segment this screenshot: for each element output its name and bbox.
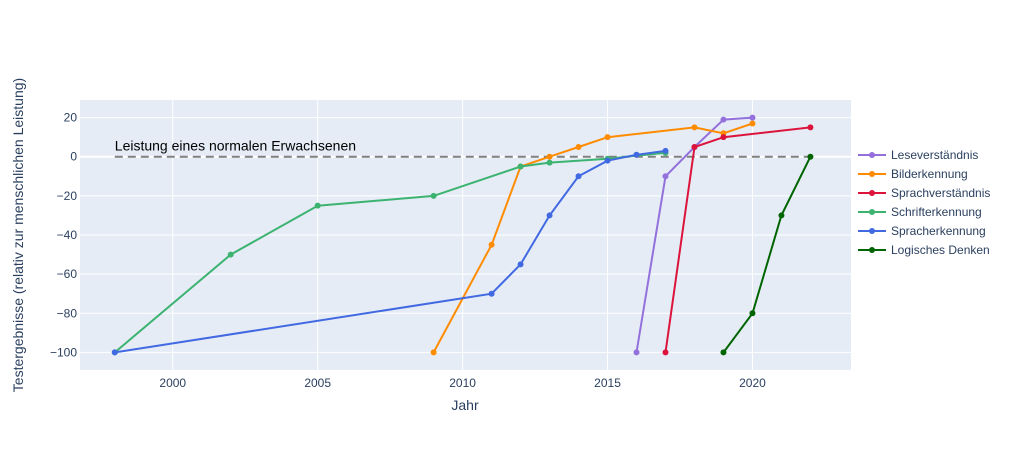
y-tick-label: −40 [57,228,78,242]
series-sprachverst-ndnis [662,124,814,356]
data-point [546,212,553,219]
legend-label: Spracherkennung [891,224,986,238]
y-tick-label: 0 [70,150,77,164]
data-point [633,349,640,356]
data-point [546,153,553,160]
data-point [720,349,727,356]
tick-labels: 2000 2005 2010 2015 2020 −100 −80 −60 −40 −20 0 20 [50,111,766,390]
data-point [749,310,756,317]
legend-item: Leseverständnis [858,148,978,162]
legend-item: Spracherkennung [858,224,986,238]
series-layer [111,114,814,356]
data-point [778,212,785,219]
y-tick-label: −80 [57,306,78,320]
data-point [430,192,437,199]
data-point [749,120,756,127]
legend-swatch-marker [869,209,875,215]
series-line [114,151,666,354]
data-point [662,349,669,356]
legend-item: Logisches Denken [858,243,990,257]
data-point [749,114,756,121]
data-point [488,241,495,248]
y-tick-label: −20 [57,189,78,203]
legend-label: Logisches Denken [891,243,990,257]
data-point [111,349,118,356]
data-point [604,157,611,164]
legend-label: Schrifterkennung [891,205,982,219]
data-point [662,173,669,180]
data-point [604,134,611,141]
x-tick-label: 2000 [159,376,186,390]
legend-item: Schrifterkennung [858,205,982,219]
data-point [807,153,814,160]
data-point [691,143,698,150]
series-logisches-denken [720,153,814,356]
legend: Leseverständnis Bilderkennung Sprachverstä… [858,148,990,257]
y-tick-label: −100 [50,345,77,359]
data-point [488,290,495,297]
data-point [807,124,814,131]
data-point [517,163,524,170]
legend-swatch-marker [869,247,875,253]
data-point [720,134,727,141]
data-point [430,349,437,356]
legend-item: Sprachverständnis [858,186,990,200]
annotation-text: Leistung eines normalen Erwachsenen [115,138,356,154]
legend-swatch-marker [869,152,875,158]
series-spracherkennung [111,147,669,356]
data-point [691,124,698,131]
y-axis-title: Testergebnisse (relativ zur menschlichen… [10,78,26,392]
series-line [664,126,811,353]
data-point [314,202,321,209]
data-point [546,159,553,166]
x-tick-label: 2005 [304,376,331,390]
y-tick-label: 20 [64,111,78,125]
legend-swatch-marker [869,171,875,177]
legend-swatch-marker [869,228,875,234]
series-line [114,149,666,354]
data-point [227,251,234,258]
data-point [517,261,524,268]
legend-label: Leseverständnis [891,148,978,162]
x-tick-label: 2010 [449,376,476,390]
data-point [720,116,727,123]
legend-label: Sprachverständnis [891,186,990,200]
data-point [633,151,640,158]
x-tick-label: 2020 [739,376,766,390]
legend-item: Bilderkennung [858,167,968,181]
data-point [575,143,582,150]
x-tick-label: 2015 [594,376,621,390]
legend-label: Bilderkennung [891,167,968,181]
series-line [722,156,812,353]
x-axis-title: Jahr [451,397,479,413]
y-tick-label: −60 [57,267,78,281]
reference-layer: Leistung eines normalen Erwachsenen [114,138,811,158]
legend-swatch-marker [869,190,875,196]
series-bilderkennung [430,120,756,356]
data-point [575,173,582,180]
data-point [662,147,669,154]
